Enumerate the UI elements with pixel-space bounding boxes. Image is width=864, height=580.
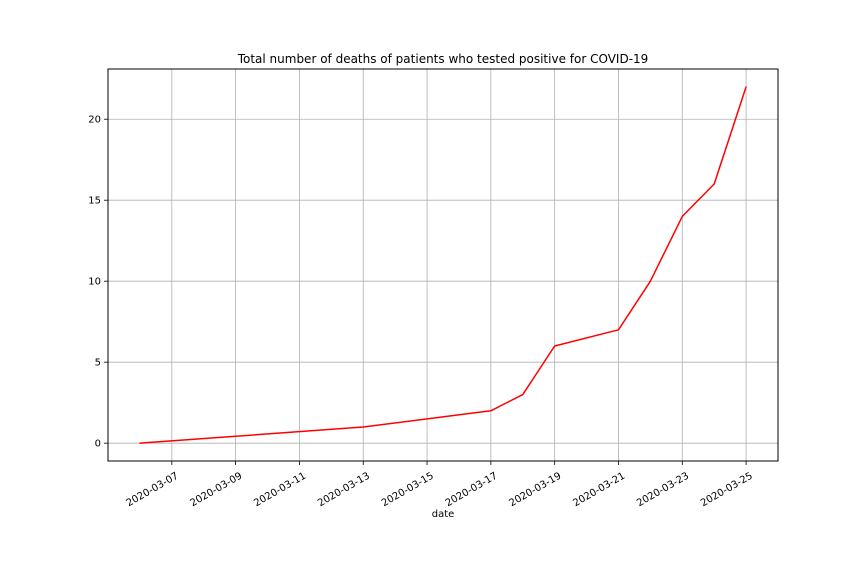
y-tick-label: 20 — [88, 115, 101, 126]
data-point — [362, 426, 364, 428]
grid-lines — [108, 69, 778, 461]
y-tick-label: 15 — [88, 196, 101, 207]
y-tick-label: 0 — [95, 439, 101, 450]
data-point — [617, 329, 620, 331]
data-point — [713, 183, 715, 185]
data-point — [681, 215, 683, 218]
data-point — [554, 345, 556, 347]
y-tick-label: 10 — [88, 277, 101, 288]
data-point — [649, 280, 651, 282]
data-point — [490, 410, 492, 412]
series-layer — [139, 86, 747, 444]
y-tick-label: 5 — [95, 358, 101, 369]
x-axis-label: date — [432, 509, 455, 520]
data-point — [745, 86, 747, 88]
plot-area — [108, 69, 778, 461]
deaths-series-line — [139, 86, 747, 444]
y-axis: 0 5 10 15 20 — [88, 115, 108, 450]
data-point — [522, 393, 524, 396]
chart-title: Total number of deaths of patients who t… — [237, 52, 649, 66]
plot-frame — [107, 68, 779, 462]
data-point — [139, 442, 141, 444]
